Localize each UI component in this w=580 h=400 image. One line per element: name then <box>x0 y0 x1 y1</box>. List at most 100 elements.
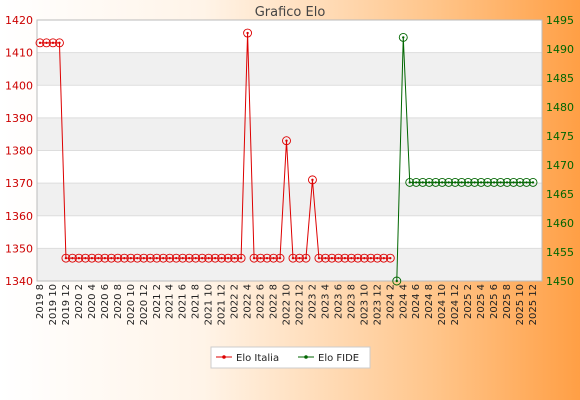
point-dot-elo-italia <box>350 256 353 260</box>
point-elo-italia <box>327 253 337 263</box>
point-elo-italia <box>346 253 356 263</box>
y-right-tick-label: 1495 <box>546 14 574 27</box>
point-dot-elo-italia <box>343 256 347 260</box>
point-elo-italia <box>132 253 142 263</box>
point-dot-elo-italia <box>149 256 152 260</box>
point-elo-italia <box>249 253 259 263</box>
x-tick-label: 2022 10 <box>282 284 293 325</box>
grid-band <box>37 248 542 281</box>
point-elo-fide <box>431 177 441 187</box>
x-tick-label: 2020 8 <box>113 284 124 319</box>
point-dot-elo-italia <box>239 256 243 260</box>
y-left-tick-label: 1370 <box>5 177 33 190</box>
x-tick-label: 2024 4 <box>398 284 409 319</box>
point-dot-elo-fide <box>466 181 470 184</box>
point-elo-italia <box>48 38 58 48</box>
legend: Elo Italia Elo FIDE <box>210 346 371 369</box>
x-tick-label: 2020 6 <box>100 284 111 319</box>
point-elo-fide <box>522 177 531 187</box>
point-dot-elo-italia <box>187 256 191 260</box>
point-elo-italia <box>366 253 376 263</box>
point-elo-italia <box>340 253 350 263</box>
point-dot-elo-italia <box>110 256 113 260</box>
point-elo-italia <box>171 253 181 263</box>
x-tick-label: 2025 8 <box>502 284 513 319</box>
point-elo-italia <box>320 253 330 263</box>
point-elo-italia <box>385 253 395 263</box>
point-elo-italia <box>35 38 45 48</box>
y-left-tick-label: 1420 <box>5 14 33 27</box>
point-dot-elo-italia <box>181 256 184 260</box>
legend-label-elo-fide: Elo FIDE <box>318 353 359 364</box>
point-dot-elo-italia <box>265 256 269 260</box>
point-elo-italia <box>353 253 363 263</box>
point-dot-elo-italia <box>45 41 48 45</box>
point-dot-elo-italia <box>168 256 171 260</box>
point-elo-fide <box>405 177 415 187</box>
y-right-tick-label: 1475 <box>546 130 574 143</box>
x-tick-label: 2025 2 <box>463 284 474 319</box>
y-right-tick-label: 1470 <box>546 159 574 172</box>
point-dot-elo-italia <box>84 256 87 260</box>
point-elo-fide <box>509 177 518 187</box>
point-dot-elo-italia <box>123 256 126 260</box>
point-dot-elo-italia <box>317 256 321 260</box>
point-dot-elo-italia <box>226 256 230 260</box>
point-elo-italia <box>119 253 129 263</box>
x-tick-label: 2023 6 <box>333 284 344 319</box>
legend-marker-elo-fide <box>304 355 308 359</box>
point-elo-italia <box>100 253 110 263</box>
point-dot-elo-italia <box>389 256 392 260</box>
point-elo-italia <box>301 253 311 263</box>
point-dot-elo-italia <box>213 256 217 260</box>
point-dot-elo-italia <box>369 256 373 260</box>
point-elo-italia <box>307 175 317 185</box>
point-elo-fide <box>437 177 447 187</box>
point-dot-elo-italia <box>200 256 204 260</box>
point-dot-elo-fide <box>479 181 483 184</box>
point-elo-italia <box>243 28 253 38</box>
point-elo-italia <box>158 253 168 263</box>
y-right-tick-label: 1460 <box>546 217 574 230</box>
point-elo-italia <box>152 253 162 263</box>
series-line-elo-fide <box>396 37 533 282</box>
point-elo-fide <box>470 177 480 187</box>
point-elo-italia <box>178 253 188 263</box>
point-elo-italia <box>42 38 51 48</box>
point-elo-fide <box>463 177 473 187</box>
y-right-tick-label: 1455 <box>546 246 574 259</box>
point-dot-elo-italia <box>298 256 301 260</box>
x-tick-label: 2021 6 <box>178 284 189 319</box>
point-dot-elo-fide <box>428 181 431 184</box>
point-elo-italia <box>314 253 324 263</box>
x-tick-label: 2020 10 <box>126 284 137 325</box>
point-elo-italia <box>61 253 71 263</box>
point-elo-italia <box>87 253 97 263</box>
point-dot-elo-fide <box>453 181 457 184</box>
point-elo-fide <box>450 177 460 187</box>
chart-title: Grafico Elo <box>255 5 326 20</box>
x-tick-label: 2021 2 <box>152 284 163 319</box>
point-elo-italia <box>275 253 285 263</box>
x-tick-label: 2025 12 <box>528 284 539 325</box>
x-tick-label: 2021 4 <box>165 284 176 319</box>
x-tick-label: 2025 6 <box>489 284 500 319</box>
x-tick-label: 2025 10 <box>515 284 526 325</box>
point-dot-elo-italia <box>155 256 158 260</box>
point-elo-italia <box>184 253 194 263</box>
point-elo-italia <box>333 253 343 263</box>
x-tick-label: 2023 12 <box>372 284 383 325</box>
y-right-tick-label: 1480 <box>546 101 574 114</box>
point-dot-elo-italia <box>58 41 61 45</box>
point-elo-italia <box>262 253 272 263</box>
point-elo-italia <box>197 253 207 263</box>
grid-band <box>37 117 542 151</box>
point-dot-elo-fide <box>473 181 476 184</box>
y-left-tick-label: 1400 <box>5 79 33 92</box>
x-tick-label: 2024 6 <box>411 284 422 319</box>
legend-label-elo-italia: Elo Italia <box>236 353 279 364</box>
point-elo-italia <box>223 253 233 263</box>
point-dot-elo-italia <box>142 256 145 260</box>
